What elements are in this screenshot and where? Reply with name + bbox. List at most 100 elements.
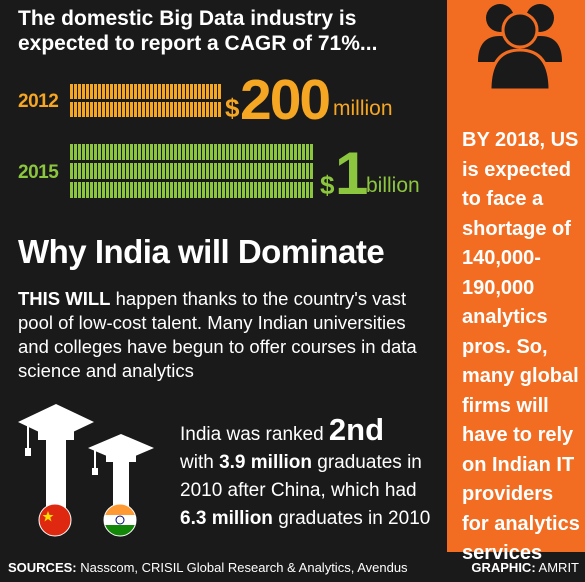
tick-mark xyxy=(146,144,149,160)
tick-mark xyxy=(210,102,213,117)
tick-mark xyxy=(150,102,153,117)
tick-mark xyxy=(218,102,221,117)
tick-mark xyxy=(226,163,229,179)
tick-mark xyxy=(102,102,105,117)
tick-mark xyxy=(194,84,197,99)
tick-mark xyxy=(122,102,125,117)
tick-mark xyxy=(170,84,173,99)
tick-mark xyxy=(78,144,81,160)
tick-mark xyxy=(78,84,81,99)
tick-mark xyxy=(82,102,85,117)
tick-mark xyxy=(278,182,281,198)
tick-mark xyxy=(150,182,153,198)
tick-mark xyxy=(306,182,309,198)
tick-mark xyxy=(182,144,185,160)
tick-mark xyxy=(94,102,97,117)
tick-mark xyxy=(178,182,181,198)
tick-mark xyxy=(134,102,137,117)
tick-mark xyxy=(186,182,189,198)
ranking-post: graduates in 2010 xyxy=(272,508,431,529)
tick-mark xyxy=(178,163,181,179)
tick-mark xyxy=(174,182,177,198)
tick-mark xyxy=(182,182,185,198)
tick-mark xyxy=(82,182,85,198)
tick-mark xyxy=(106,163,109,179)
sources-label: SOURCES: xyxy=(8,560,77,575)
tick-mark xyxy=(106,144,109,160)
china-flag-icon xyxy=(38,503,72,537)
tick-mark xyxy=(106,182,109,198)
tick-mark xyxy=(150,144,153,160)
tick-mark xyxy=(118,182,121,198)
tick-mark xyxy=(154,163,157,179)
tick-mark xyxy=(246,163,249,179)
tick-mark xyxy=(262,182,265,198)
dollar-sign-2015: $ xyxy=(320,170,335,200)
tick-mark xyxy=(74,182,77,198)
tick-bar-2015 xyxy=(70,144,313,198)
tick-mark xyxy=(82,84,85,99)
tick-mark xyxy=(126,102,129,117)
sidebar-text: BY 2018, US is expected to face a shorta… xyxy=(462,129,580,564)
tick-mark xyxy=(94,84,97,99)
tick-mark xyxy=(182,84,185,99)
tick-mark xyxy=(106,84,109,99)
tick-mark xyxy=(90,163,93,179)
graphic-text: AMRIT xyxy=(535,560,579,575)
unit-2012: million xyxy=(333,97,393,120)
tick-mark xyxy=(274,144,277,160)
tick-mark xyxy=(218,84,221,99)
tick-mark xyxy=(170,102,173,117)
year-2012: 2012 xyxy=(18,91,59,112)
tick-mark xyxy=(102,84,105,99)
tick-mark xyxy=(302,182,305,198)
tick-mark xyxy=(94,182,97,198)
tick-mark xyxy=(98,144,101,160)
tick-mark xyxy=(258,182,261,198)
tick-mark xyxy=(70,144,73,160)
amount-2012: 200 xyxy=(240,68,331,132)
tick-mark xyxy=(86,84,89,99)
tick-mark xyxy=(302,163,305,179)
sidebar-panel xyxy=(447,0,585,552)
tick-mark xyxy=(110,182,113,198)
tick-mark xyxy=(114,144,117,160)
tick-mark xyxy=(198,102,201,117)
tick-mark xyxy=(162,182,165,198)
tick-mark xyxy=(142,102,145,117)
tick-mark xyxy=(110,144,113,160)
headline: The domestic Big Data industry is expect… xyxy=(18,7,378,55)
tick-mark xyxy=(258,163,261,179)
tick-mark xyxy=(242,163,245,179)
tick-mark xyxy=(282,144,285,160)
tick-mark xyxy=(142,182,145,198)
tick-mark xyxy=(130,102,133,117)
tick-mark xyxy=(98,84,101,99)
tick-mark xyxy=(122,144,125,160)
tick-mark xyxy=(134,182,137,198)
tick-mark xyxy=(170,144,173,160)
tick-mark xyxy=(110,102,113,117)
tick-mark xyxy=(278,144,281,160)
tick-mark xyxy=(102,144,105,160)
tick-mark xyxy=(158,144,161,160)
tick-mark xyxy=(206,163,209,179)
tick-mark xyxy=(238,163,241,179)
tick-mark xyxy=(154,102,157,117)
tick-mark xyxy=(210,84,213,99)
tick-mark xyxy=(242,182,245,198)
tick-mark xyxy=(98,102,101,117)
tick-mark xyxy=(266,163,269,179)
tick-mark xyxy=(222,163,225,179)
tick-mark xyxy=(78,163,81,179)
tick-mark xyxy=(186,144,189,160)
tick-mark xyxy=(114,182,117,198)
tick-mark xyxy=(286,182,289,198)
tick-mark xyxy=(150,84,153,99)
tick-mark xyxy=(286,144,289,160)
tick-mark xyxy=(122,163,125,179)
tick-mark xyxy=(166,144,169,160)
tick-mark xyxy=(142,163,145,179)
tick-mark xyxy=(206,144,209,160)
tick-mark xyxy=(214,182,217,198)
